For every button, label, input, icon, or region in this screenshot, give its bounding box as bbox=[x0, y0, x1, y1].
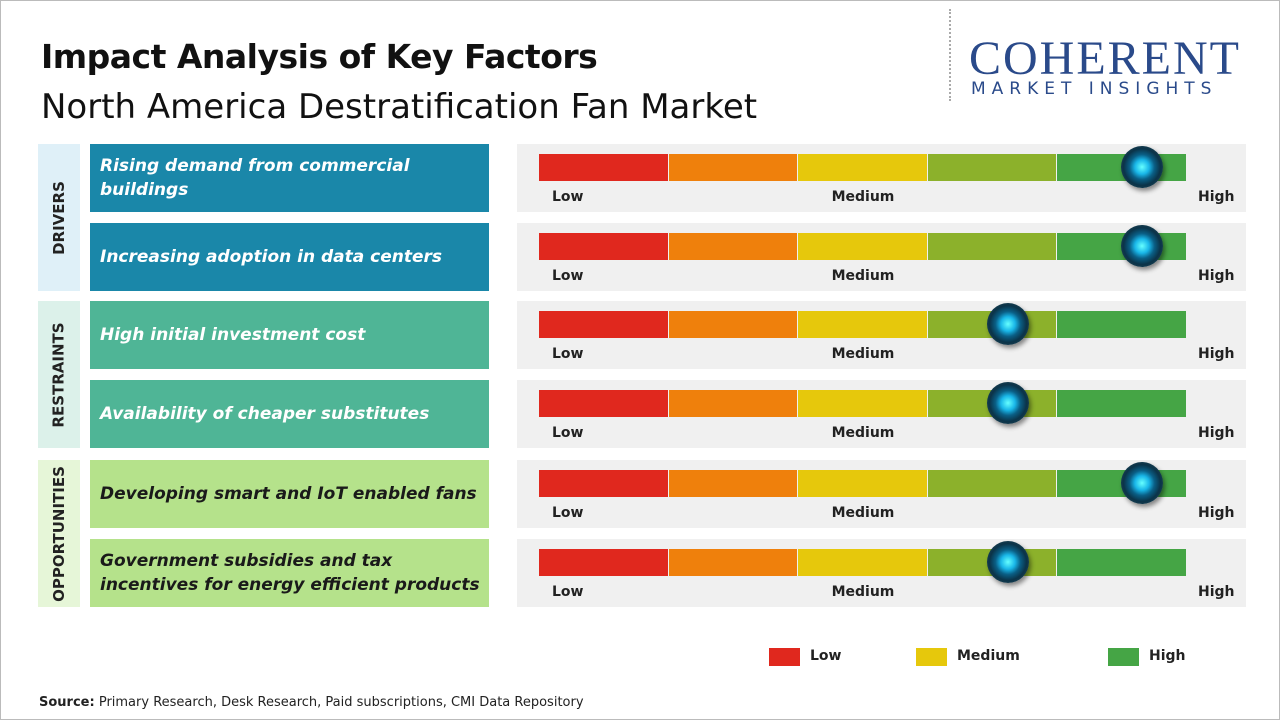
gauge-segment bbox=[1057, 390, 1186, 417]
group-panel: RESTRAINTS bbox=[38, 301, 80, 448]
group-label: OPPORTUNITIES bbox=[50, 465, 68, 602]
scale-label: Low bbox=[552, 189, 584, 205]
legend-swatch bbox=[1108, 648, 1139, 666]
gauge-panel: Low Medium High bbox=[517, 223, 1246, 291]
impact-knob bbox=[987, 382, 1030, 424]
logo-name: COHERENT bbox=[969, 32, 1241, 85]
source: Source: Primary Research, Desk Research,… bbox=[39, 695, 584, 710]
factor-label: Increasing adoption in data centers bbox=[90, 223, 489, 291]
legend-label: High bbox=[1149, 648, 1186, 664]
factor-label: Developing smart and IoT enabled fans bbox=[90, 460, 489, 528]
impact-knob bbox=[1120, 225, 1163, 267]
impact-knob bbox=[1120, 462, 1163, 504]
group-panel: OPPORTUNITIES bbox=[38, 460, 80, 607]
gauge-segment bbox=[798, 154, 927, 181]
gauge-segment bbox=[798, 549, 927, 576]
legend-swatch bbox=[769, 648, 800, 666]
gauge-panel: Low Medium High bbox=[517, 144, 1246, 212]
gauge-segment bbox=[798, 470, 927, 497]
scale-label: Low bbox=[552, 425, 584, 441]
gauge-panel: Low Medium High bbox=[517, 539, 1246, 607]
factor-label: Government subsidies and tax incentives … bbox=[90, 539, 489, 607]
gauge-segment bbox=[539, 470, 668, 497]
gauge-segment bbox=[539, 390, 668, 417]
factor-label: Rising demand from commercial buildings bbox=[90, 144, 489, 212]
factor-label: High initial investment cost bbox=[90, 301, 489, 369]
scale-label: Medium bbox=[831, 268, 895, 284]
scale-label: High bbox=[1198, 425, 1235, 441]
scale-label: High bbox=[1198, 268, 1235, 284]
gauge-panel: Low Medium High bbox=[517, 301, 1246, 369]
legend-label: Medium bbox=[957, 648, 1020, 664]
scale-label: Low bbox=[552, 346, 584, 362]
gauge-segment bbox=[668, 549, 798, 576]
scale-label: Low bbox=[552, 268, 584, 284]
gauge-segment bbox=[927, 233, 1057, 260]
scale-label: High bbox=[1198, 505, 1235, 521]
gauge-segment bbox=[1057, 549, 1186, 576]
impact-knob bbox=[1120, 146, 1163, 188]
impact-knob bbox=[987, 303, 1030, 345]
gauge-segment bbox=[668, 233, 798, 260]
scale-label: Medium bbox=[831, 505, 895, 521]
gauge-segment bbox=[539, 154, 668, 181]
scale-label: Medium bbox=[831, 189, 895, 205]
scale-label: High bbox=[1198, 189, 1235, 205]
group-panel: DRIVERS bbox=[38, 144, 80, 291]
gauge-segment bbox=[539, 549, 668, 576]
gauge-segment bbox=[798, 233, 927, 260]
scale-label: High bbox=[1198, 584, 1235, 600]
gauge-segment bbox=[539, 311, 668, 338]
gauge-segment bbox=[927, 154, 1057, 181]
scale-label: Low bbox=[552, 584, 584, 600]
gauge-segment bbox=[927, 470, 1057, 497]
group-label: RESTRAINTS bbox=[50, 321, 69, 428]
source-label: Source: bbox=[39, 695, 95, 710]
scale-label: Medium bbox=[831, 584, 895, 600]
subtitle: North America Destratification Fan Marke… bbox=[41, 87, 758, 127]
title: Impact Analysis of Key Factors bbox=[41, 37, 598, 76]
scale-label: Medium bbox=[831, 346, 895, 362]
gauge-segment bbox=[539, 233, 668, 260]
gauge-segment bbox=[798, 390, 927, 417]
gauge-segment bbox=[668, 390, 798, 417]
gauge-segment bbox=[668, 154, 798, 181]
group-label: DRIVERS bbox=[50, 180, 69, 255]
scale-label: Low bbox=[552, 505, 584, 521]
gauge-panel: Low Medium High bbox=[517, 380, 1246, 448]
source-text: Primary Research, Desk Research, Paid su… bbox=[98, 695, 584, 710]
factor-label: Availability of cheaper substitutes bbox=[90, 380, 489, 448]
scale-label: High bbox=[1198, 346, 1235, 362]
scale-label: Medium bbox=[831, 425, 895, 441]
legend-label: Low bbox=[810, 648, 842, 664]
gauge-segment bbox=[798, 311, 927, 338]
impact-knob bbox=[987, 541, 1030, 583]
legend-swatch bbox=[916, 648, 947, 666]
gauge-segment bbox=[1057, 311, 1186, 338]
gauge-panel: Low Medium High bbox=[517, 460, 1246, 528]
gauge-segment bbox=[668, 470, 798, 497]
divider bbox=[949, 9, 951, 101]
logo-tagline: MARKET INSIGHTS bbox=[971, 79, 1218, 99]
gauge-segment bbox=[668, 311, 798, 338]
